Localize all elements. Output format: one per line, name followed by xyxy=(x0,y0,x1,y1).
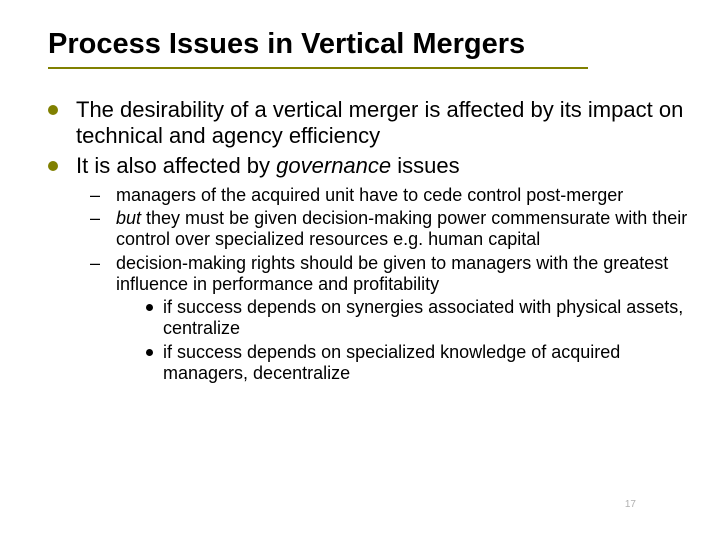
dot-icon xyxy=(146,349,153,356)
sub-bullet-text: managers of the acquired unit have to ce… xyxy=(116,185,623,206)
subsub-bullet-item: if success depends on synergies associat… xyxy=(146,297,700,339)
dot-icon xyxy=(146,304,153,311)
sub-bullet-text: decision-making rights should be given t… xyxy=(116,253,668,294)
sub-bullet-text: but they must be given decision-making p… xyxy=(116,208,700,250)
slide-number: 17 xyxy=(625,499,636,510)
subsub-bullet-text: if success depends on synergies associat… xyxy=(163,297,700,339)
subsub-bullet-item: if success depends on specialized knowle… xyxy=(146,342,700,384)
text-em: governance xyxy=(276,153,391,178)
text-segment: decision-making rights should be given t… xyxy=(116,253,668,294)
text-segment: managers of the acquired unit have to ce… xyxy=(116,185,623,205)
sub-bullet-item: – but they must be given decision-making… xyxy=(90,208,700,250)
dash-icon: – xyxy=(90,185,104,206)
dash-icon: – xyxy=(90,253,104,274)
text-segment: It is also affected by xyxy=(76,153,276,178)
subsub-bullet-text: if success depends on specialized knowle… xyxy=(163,342,700,384)
main-bullet-list: The desirability of a vertical merger is… xyxy=(48,97,700,179)
title-underline xyxy=(48,67,588,69)
sub-bullet-item: – decision-making rights should be given… xyxy=(90,253,700,386)
text-em: but xyxy=(116,208,141,228)
bullet-item: The desirability of a vertical merger is… xyxy=(48,97,700,149)
text-segment: they must be given decision-making power… xyxy=(116,208,687,249)
slide-title: Process Issues in Vertical Mergers xyxy=(48,28,700,61)
disc-icon xyxy=(48,105,58,115)
bullet-item: It is also affected by governance issues xyxy=(48,153,700,179)
bullet-text: It is also affected by governance issues xyxy=(76,153,460,179)
sub-bullet-item: – managers of the acquired unit have to … xyxy=(90,185,700,206)
bullet-text: The desirability of a vertical merger is… xyxy=(76,97,700,149)
sub-bullet-list: – managers of the acquired unit have to … xyxy=(48,185,700,386)
subsub-bullet-list: if success depends on synergies associat… xyxy=(116,297,700,384)
slide: Process Issues in Vertical Mergers The d… xyxy=(0,0,720,540)
dash-icon: – xyxy=(90,208,104,229)
text-segment: The desirability of a vertical merger is… xyxy=(76,97,683,148)
disc-icon xyxy=(48,161,58,171)
text-segment: issues xyxy=(391,153,459,178)
sub-bullet-content: decision-making rights should be given t… xyxy=(116,253,700,386)
